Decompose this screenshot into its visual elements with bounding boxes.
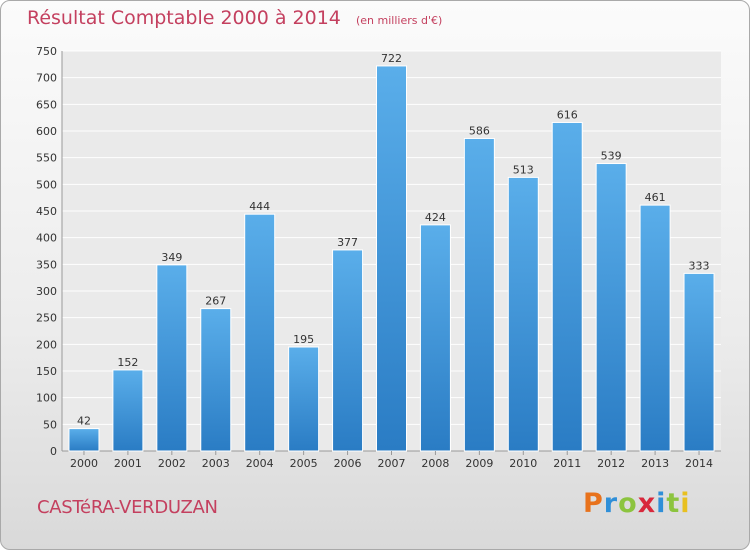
- x-tick-label-2006: 2006: [334, 457, 362, 470]
- y-tick-label: 250: [36, 312, 57, 325]
- x-tick-label-2011: 2011: [553, 457, 581, 470]
- data-label-2012: 539: [601, 150, 622, 163]
- proxiti-logo: Proxiti: [583, 488, 691, 519]
- y-tick-label: 500: [36, 178, 57, 191]
- data-label-2004: 444: [249, 200, 270, 213]
- data-label-2010: 513: [513, 163, 534, 176]
- chart-subtitle: (en milliers d'€): [355, 14, 443, 27]
- bar-2000: [68, 428, 100, 452]
- bar-2012: [595, 163, 627, 452]
- data-label-2008: 424: [425, 211, 446, 224]
- bar-2001: [112, 369, 144, 452]
- y-tick-label: 650: [36, 98, 57, 111]
- y-tick-label: 600: [36, 125, 57, 138]
- data-label-2002: 349: [161, 251, 182, 264]
- y-tick-label: 100: [36, 392, 57, 405]
- bar-2014: [683, 272, 715, 452]
- data-label-2006: 377: [337, 236, 358, 249]
- data-label-2005: 195: [293, 333, 314, 346]
- y-tick-label: 200: [36, 338, 57, 351]
- y-tick-label: 150: [36, 365, 57, 378]
- x-tick-label-2008: 2008: [421, 457, 449, 470]
- y-tick-label: 550: [36, 152, 57, 165]
- data-label-2011: 616: [557, 108, 578, 121]
- x-tick-label-2013: 2013: [641, 457, 669, 470]
- logo-letter: x: [637, 488, 657, 519]
- x-tick-label-2002: 2002: [158, 457, 186, 470]
- chart-title-block: Résultat Comptable 2000 à 2014 (en milli…: [27, 7, 442, 29]
- y-tick-label: 450: [36, 205, 57, 218]
- bar-2006: [332, 249, 364, 452]
- data-label-2009: 586: [469, 124, 490, 137]
- bar-2011: [551, 121, 583, 452]
- y-tick-label: 400: [36, 232, 57, 245]
- logo-letter: t: [666, 488, 681, 519]
- x-tick-label-2003: 2003: [202, 457, 230, 470]
- bar-2013: [639, 204, 671, 452]
- data-label-2003: 267: [205, 295, 226, 308]
- bar-2004: [244, 213, 276, 452]
- y-tick-label: 750: [36, 45, 57, 58]
- logo-letter: P: [583, 488, 604, 519]
- x-tick-label-2014: 2014: [685, 457, 713, 470]
- x-tick-label-2009: 2009: [465, 457, 493, 470]
- x-tick-label-2005: 2005: [290, 457, 318, 470]
- x-tick-label-2004: 2004: [246, 457, 274, 470]
- x-tick-label-2012: 2012: [597, 457, 625, 470]
- bar-2002: [156, 264, 188, 452]
- data-label-2014: 333: [689, 259, 710, 272]
- y-tick-label: 50: [43, 418, 57, 431]
- data-label-2013: 461: [645, 191, 666, 204]
- data-label-2000: 42: [77, 415, 91, 428]
- x-tick-label-2007: 2007: [378, 457, 406, 470]
- y-tick-label: 350: [36, 258, 57, 271]
- logo-letter: i: [656, 488, 667, 519]
- y-tick-label: 300: [36, 285, 57, 298]
- bar-2007: [376, 65, 407, 452]
- data-label-2001: 152: [117, 356, 138, 369]
- bar-2008: [419, 224, 451, 452]
- y-tick-label: 700: [36, 72, 57, 85]
- logo-letter: r: [603, 488, 619, 519]
- place-name: CASTéRA-VERDUZAN: [37, 497, 218, 518]
- logo-letter: i: [680, 488, 691, 519]
- x-tick-label-2000: 2000: [70, 457, 98, 470]
- data-label-2007: 722: [381, 52, 402, 65]
- logo-letter: o: [618, 488, 638, 519]
- chart-title: Résultat Comptable 2000 à 2014: [27, 7, 341, 29]
- bar-2009: [463, 137, 495, 452]
- bar-2005: [288, 346, 320, 452]
- x-tick-label-2001: 2001: [114, 457, 142, 470]
- y-tick-label: 0: [50, 445, 57, 458]
- x-tick-label-2010: 2010: [509, 457, 537, 470]
- bar-2010: [507, 176, 539, 452]
- bar-2003: [200, 308, 232, 452]
